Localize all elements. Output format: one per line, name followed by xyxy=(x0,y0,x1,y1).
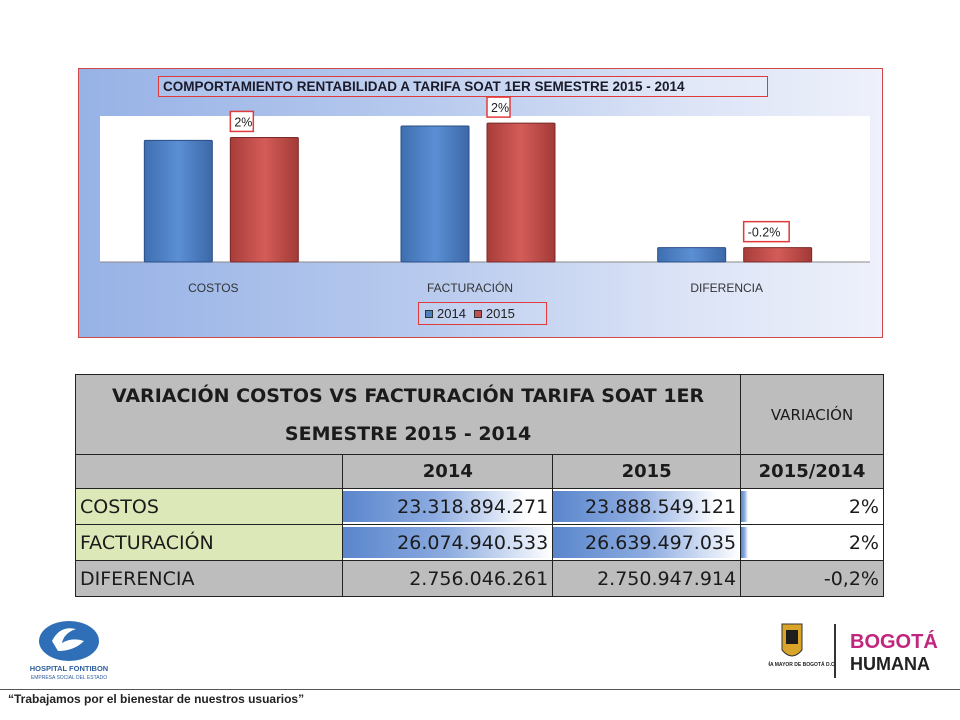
legend-label-2014: 2014 xyxy=(437,306,466,321)
legend-item-2015: 2015 xyxy=(473,306,515,321)
value-text: 26.074.940.533 xyxy=(397,531,549,554)
table-row-costos: COSTOS 23.318.894.271 23.888.549.121 2% xyxy=(74,488,884,525)
data-label-box xyxy=(742,220,790,243)
data-bar xyxy=(741,491,749,522)
footer-divider xyxy=(0,689,960,690)
table-title: VARIACIÓN COSTOS VS FACTURACIÓN TARIFA S… xyxy=(74,374,742,455)
value-2014: 23.318.894.271 xyxy=(342,488,554,525)
row-label: FACTURACIÓN xyxy=(74,524,344,561)
bar-2015-2 xyxy=(486,122,556,263)
variation-value: 2% xyxy=(740,524,884,561)
variation-header: VARIACIÓN xyxy=(740,374,884,455)
left-logo-subtext: EMPRESA SOCIAL DEL ESTADO xyxy=(31,675,107,681)
value-2014: 26.074.940.533 xyxy=(342,524,554,561)
data-bar xyxy=(343,491,528,522)
bar-2015-1 xyxy=(229,136,299,263)
header-2015: 2015 xyxy=(552,454,742,489)
bar-2014-1 xyxy=(143,139,213,263)
row-label: DIFERENCIA xyxy=(74,560,344,597)
row-label: COSTOS xyxy=(74,488,344,525)
x-tick-label: COSTOS xyxy=(188,281,238,295)
variation-value: -0,2% xyxy=(740,560,884,597)
footer-slogan: “Trabajamos por el bienestar de nuestros… xyxy=(8,692,305,706)
empty-header-cell xyxy=(74,454,344,489)
variation-text: 2% xyxy=(848,531,879,554)
bar-2015-3 xyxy=(743,247,813,263)
value-text: 23.888.549.121 xyxy=(585,495,737,518)
value-text: 23.318.894.271 xyxy=(397,495,549,518)
bar-2014-2 xyxy=(400,125,470,263)
data-label: -0.2% xyxy=(748,226,781,240)
data-bar xyxy=(553,491,718,522)
chart-title: COMPORTAMIENTO RENTABILIDAD A TARIFA SOA… xyxy=(158,76,768,97)
variation-text: 2% xyxy=(848,495,879,518)
data-bar xyxy=(343,527,553,558)
legend-swatch-2014 xyxy=(425,309,433,318)
bar-chart: COSTOS 2% FACTURACIÓN 2% DIFERENCIA -0.2% xyxy=(100,96,870,295)
legend-swatch-2015 xyxy=(473,309,482,318)
legend-item-2014: 2014 xyxy=(425,306,466,321)
bar-2014-3 xyxy=(657,247,727,263)
alcaldia-text: ALCALDÍA MAYOR DE BOGOTÁ D.C. xyxy=(768,660,837,668)
hospital-fontibon-logo: HOSPITAL FONTIBON EMPRESA SOCIAL DEL EST… xyxy=(30,621,108,681)
legend-label-2015: 2015 xyxy=(485,306,515,321)
value-2015: 23.888.549.121 xyxy=(552,488,742,525)
header-2014: 2014 xyxy=(342,454,554,489)
chart-legend: 2014 2015 xyxy=(418,302,547,325)
x-tick-label: DIFERENCIA xyxy=(690,281,763,295)
value-text: 2.756.046.261 xyxy=(409,567,549,590)
header-2015-2014: 2015/2014 xyxy=(740,454,884,489)
data-label-box xyxy=(486,96,511,118)
bogota-brand-text: BOGOTÁ xyxy=(850,630,938,653)
value-text: 26.639.497.035 xyxy=(585,531,737,554)
variation-value: 2% xyxy=(740,488,884,525)
humana-brand-text: HUMANA xyxy=(850,654,930,674)
value-2015: 2.750.947.914 xyxy=(552,560,742,597)
table-row-facturacion: FACTURACIÓN 26.074.940.533 26.639.497.03… xyxy=(74,524,884,561)
data-label: 2% xyxy=(234,115,252,129)
table-row-diferencia: DIFERENCIA 2.756.046.261 2.750.947.914 -… xyxy=(74,560,884,597)
value-2015: 26.639.497.035 xyxy=(552,524,742,561)
value-text: 2.750.947.914 xyxy=(597,567,737,590)
x-tick-label: FACTURACIÓN xyxy=(427,280,513,295)
data-label: 2% xyxy=(491,101,509,115)
left-logo-text: HOSPITAL FONTIBON xyxy=(30,664,108,673)
variation-table: VARIACIÓN COSTOS VS FACTURACIÓN TARIFA S… xyxy=(74,374,884,598)
plot-area xyxy=(100,116,870,262)
data-label-box xyxy=(229,110,255,133)
bogota-humana-logo: ALCALDÍA MAYOR DE BOGOTÁ D.C. BOGOTÁ HUM… xyxy=(768,623,938,678)
data-bar xyxy=(741,527,749,558)
variation-text: -0,2% xyxy=(823,567,879,590)
data-bar xyxy=(553,527,741,558)
value-2014: 2.756.046.261 xyxy=(342,560,554,597)
